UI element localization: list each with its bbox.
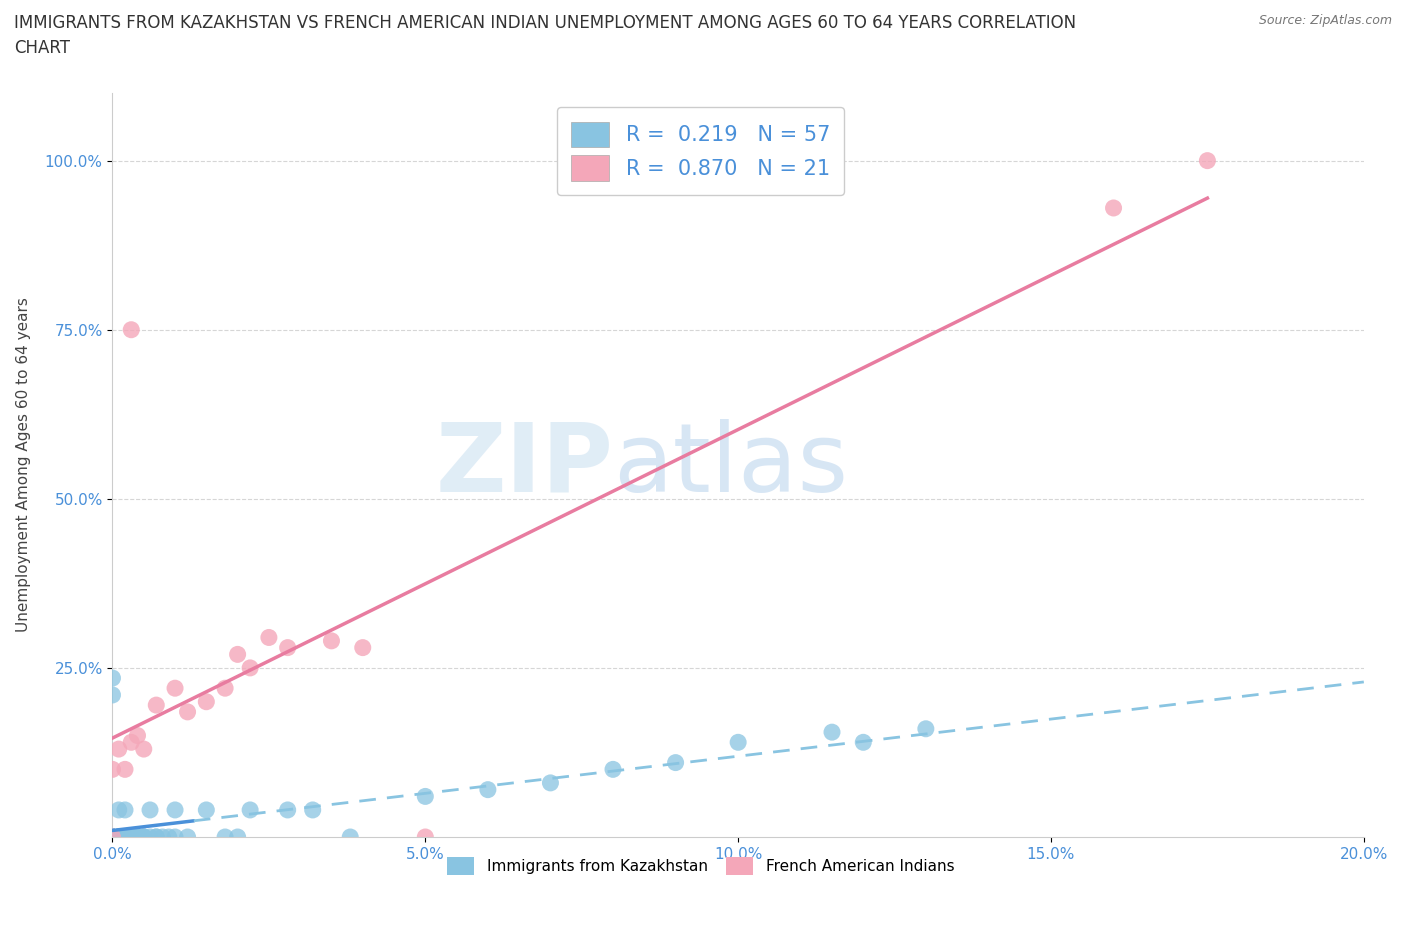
Point [114,830,136,844]
Point [239,660,262,675]
Point [132,830,155,844]
Point [101,830,124,844]
Point [101,830,124,844]
Point [163,681,186,696]
Point [195,695,218,710]
Point [145,830,167,844]
Point [321,633,343,648]
Point [107,803,129,817]
Point [127,830,149,844]
Point [127,728,149,743]
Point [114,803,136,817]
Point [107,830,129,844]
Point [120,830,142,844]
Point [139,830,162,844]
Point [257,630,280,644]
Point [727,735,749,750]
Point [132,741,155,756]
Point [101,830,124,844]
Point [145,830,167,844]
Point [176,830,198,844]
Point [120,735,142,750]
Point [127,830,149,844]
Point [114,830,136,844]
Text: ZIP: ZIP [434,418,613,512]
Point [114,830,136,844]
Text: atlas: atlas [613,418,848,512]
Point [176,704,198,719]
Point [540,776,562,790]
Point [339,830,361,844]
Point [101,687,124,702]
Point [415,830,437,844]
Point [101,830,124,844]
Point [277,803,299,817]
Point [195,803,218,817]
Point [120,830,142,844]
Point [139,803,162,817]
Point [101,830,124,844]
Point [352,640,374,655]
Point [915,722,938,737]
Text: Source: ZipAtlas.com: Source: ZipAtlas.com [1258,14,1392,27]
Point [163,803,186,817]
Point [145,698,167,712]
Text: IMMIGRANTS FROM KAZAKHSTAN VS FRENCH AMERICAN INDIAN UNEMPLOYMENT AMONG AGES 60 : IMMIGRANTS FROM KAZAKHSTAN VS FRENCH AME… [14,14,1076,32]
Legend: Immigrants from Kazakhstan, French American Indians: Immigrants from Kazakhstan, French Ameri… [441,851,960,882]
Point [602,762,624,777]
Point [157,830,180,844]
Point [132,830,155,844]
Point [664,755,686,770]
Point [101,671,124,685]
Point [852,735,875,750]
Point [477,782,499,797]
Point [101,830,124,844]
Point [120,323,142,338]
Point [107,830,129,844]
Point [101,830,124,844]
Point [127,830,149,844]
Point [1197,153,1219,168]
Point [120,830,142,844]
Point [1102,201,1125,216]
Point [132,830,155,844]
Point [277,640,299,655]
Point [239,803,262,817]
Point [163,830,186,844]
Y-axis label: Unemployment Among Ages 60 to 64 years: Unemployment Among Ages 60 to 64 years [15,298,31,632]
Point [114,762,136,777]
Point [101,830,124,844]
Point [127,830,149,844]
Point [120,830,142,844]
Point [821,724,844,739]
Point [107,830,129,844]
Point [101,830,124,844]
Point [415,789,437,804]
Point [214,681,236,696]
Point [226,647,249,662]
Point [107,741,129,756]
Point [107,830,129,844]
Point [101,762,124,777]
Point [107,830,129,844]
Point [214,830,236,844]
Point [152,830,174,844]
Text: CHART: CHART [14,39,70,57]
Point [226,830,249,844]
Point [301,803,323,817]
Point [101,830,124,844]
